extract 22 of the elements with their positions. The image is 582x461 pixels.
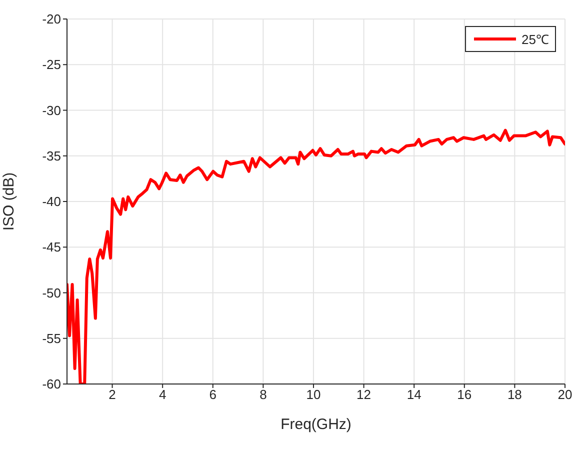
x-tick-label: 18 xyxy=(507,387,522,402)
y-tick-label: -50 xyxy=(42,285,61,300)
y-tick-label: -25 xyxy=(42,57,61,72)
x-tick-label: 14 xyxy=(406,387,422,402)
x-axis-title: Freq(GHz) xyxy=(280,416,352,433)
x-tick-label: 8 xyxy=(260,387,267,402)
x-tick-label: 20 xyxy=(558,387,572,402)
x-tick-label: 6 xyxy=(209,387,216,402)
y-axis-title: ISO (dB) xyxy=(0,172,18,231)
x-tick-label: 16 xyxy=(457,387,472,402)
y-tick-label: -30 xyxy=(42,102,61,118)
y-tick-label: -20 xyxy=(42,12,61,27)
x-tick-label: 12 xyxy=(356,387,372,402)
y-tick-label: -45 xyxy=(42,240,61,255)
y-tick-label: -35 xyxy=(42,148,61,164)
legend-label: 25℃ xyxy=(522,31,549,48)
x-tick-label: 4 xyxy=(158,387,166,402)
y-tick-label: -60 xyxy=(42,376,61,392)
y-tick-label: -55 xyxy=(42,330,61,346)
x-tick-label: 2 xyxy=(108,387,116,402)
x-tick-label: 10 xyxy=(306,387,321,402)
y-tick-label: -40 xyxy=(42,194,61,210)
